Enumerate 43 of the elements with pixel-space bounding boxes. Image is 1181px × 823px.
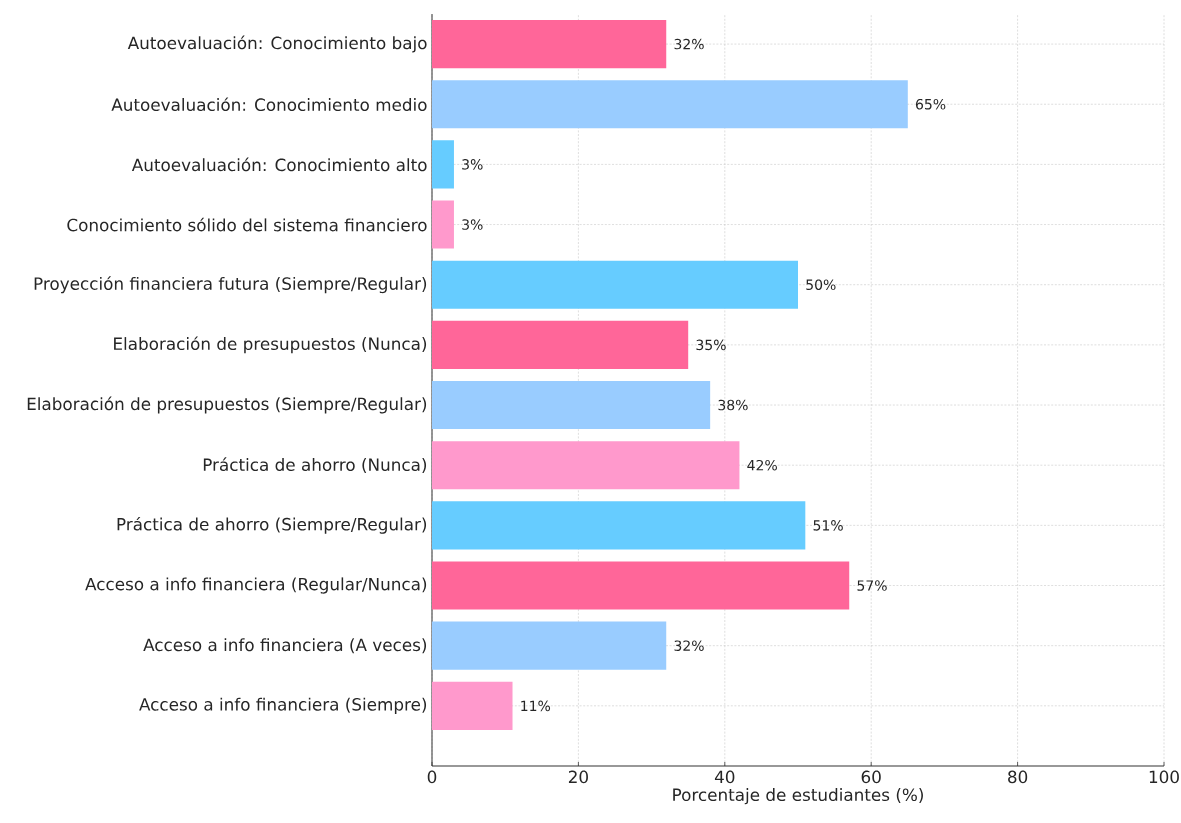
data-label: 3% bbox=[462, 159, 483, 170]
y-tick-label: Autoevaluación: Conocimiento bajo bbox=[127, 35, 427, 53]
bar bbox=[432, 20, 667, 69]
y-tick-label: Acceso a info financiera (Siempre) bbox=[139, 697, 427, 714]
bar bbox=[432, 80, 908, 129]
data-label: 50% bbox=[806, 279, 836, 291]
bar bbox=[432, 140, 454, 189]
data-label: 11% bbox=[521, 700, 551, 712]
bar bbox=[432, 200, 454, 249]
bar bbox=[432, 260, 798, 309]
y-tick-label: Acceso a info financiera (Regular/Nunca) bbox=[85, 577, 427, 594]
data-label: 32% bbox=[674, 640, 704, 651]
y-tick-label: Autoevaluación: Conocimiento medio bbox=[111, 97, 427, 112]
x-axis-title: Porcentaje de estudiantes (%) bbox=[673, 788, 923, 805]
data-label: 42% bbox=[747, 459, 777, 471]
bar bbox=[432, 681, 513, 730]
bar bbox=[432, 621, 667, 670]
x-tick-label: 100 bbox=[1149, 770, 1179, 784]
y-tick-label: Elaboración de presupuestos (Siempre/Regular) bbox=[27, 396, 427, 414]
y-tick-label: Elaboración de presupuestos (Nunca) bbox=[114, 336, 427, 354]
x-tick-label: 20 bbox=[568, 770, 588, 784]
y-tick-label: Proyección financiera futura (Siempre/Regular) bbox=[34, 276, 427, 294]
bar bbox=[432, 441, 740, 490]
data-label: 51% bbox=[813, 520, 843, 531]
data-label: 38% bbox=[718, 399, 748, 411]
y-tick-label: Autoevaluación: Conocimiento alto bbox=[131, 157, 427, 172]
y-tick-label: Conocimiento sólido del sistema financiero bbox=[67, 217, 427, 232]
data-label: 65% bbox=[915, 98, 946, 110]
y-tick-label: Acceso a info financiera (A veces) bbox=[143, 638, 427, 654]
bar bbox=[432, 320, 689, 369]
data-label: 32% bbox=[674, 38, 704, 50]
y-tick-label: Práctica de ahorro (Siempre/Regular) bbox=[117, 516, 427, 534]
data-label: 35% bbox=[696, 339, 726, 351]
data-label: 57% bbox=[857, 580, 887, 591]
x-tick-label: 80 bbox=[1008, 770, 1028, 784]
x-tick-label: 0 bbox=[427, 770, 437, 784]
bar bbox=[432, 561, 850, 610]
x-tick-label: 40 bbox=[714, 770, 735, 784]
data-label: 3% bbox=[462, 219, 483, 230]
bar bbox=[432, 501, 806, 550]
x-tick-label: 60 bbox=[861, 770, 881, 784]
y-tick-label: Práctica de ahorro (Nunca) bbox=[203, 457, 427, 474]
bar bbox=[432, 380, 711, 430]
